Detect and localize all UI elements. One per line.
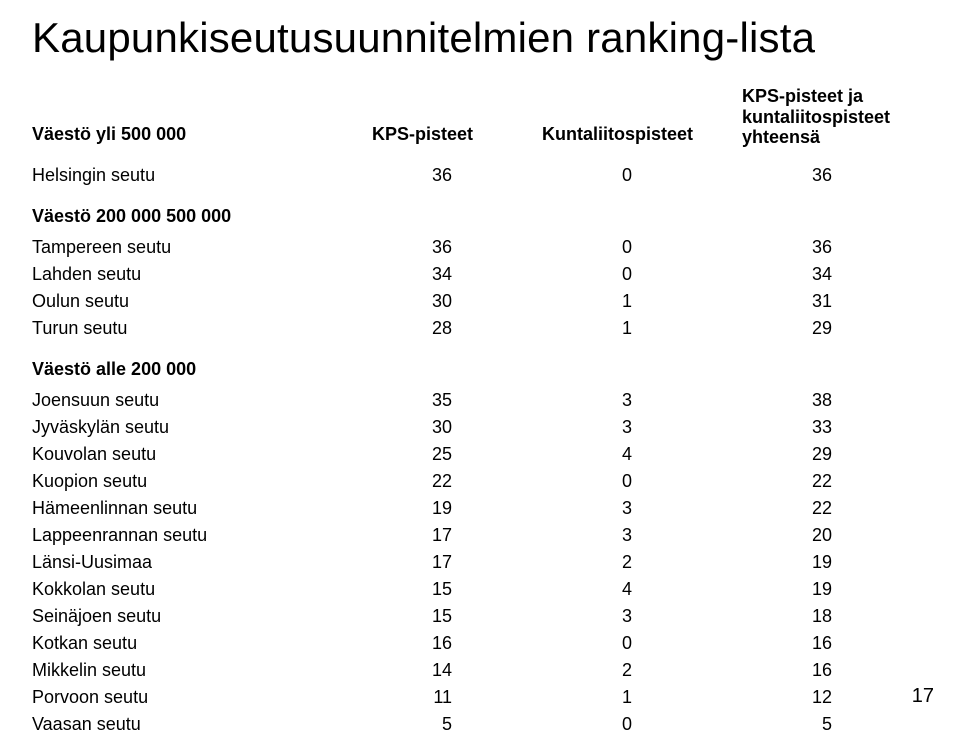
sum-value: 18: [742, 603, 912, 630]
sum-value: 12: [742, 684, 912, 711]
kunta-value: 3: [542, 495, 742, 522]
kunta-value: 2: [542, 657, 742, 684]
section-heading: Väestö 200 000 500 000: [32, 189, 912, 234]
region-name: Jyväskylän seutu: [32, 414, 372, 441]
region-name: Lahden seutu: [32, 261, 372, 288]
kps-value: 22: [372, 468, 542, 495]
col-header-kps: KPS-pisteet: [372, 121, 542, 156]
sum-value: 22: [742, 468, 912, 495]
sum-value: 36: [742, 234, 912, 261]
region-name: Länsi-Uusimaa: [32, 549, 372, 576]
kps-value: 11: [372, 684, 542, 711]
kps-value: 15: [372, 576, 542, 603]
col-header-sum-line1: KPS-pisteet ja: [742, 86, 863, 106]
sum-value: 36: [742, 162, 912, 189]
kps-value: 35: [372, 387, 542, 414]
kps-value: 15: [372, 603, 542, 630]
sum-value: 38: [742, 387, 912, 414]
kps-value: 30: [372, 414, 542, 441]
kunta-value: 3: [542, 603, 742, 630]
region-name: Kotkan seutu: [32, 630, 372, 657]
sum-value: 16: [742, 657, 912, 684]
col-header-population: Väestö yli 500 000: [32, 121, 372, 156]
sum-value: 22: [742, 495, 912, 522]
col-header-sum: KPS-pisteet ja kuntaliitospisteet yhteen…: [742, 86, 912, 156]
kunta-value: 0: [542, 468, 742, 495]
region-name: Hämeenlinnan seutu: [32, 495, 372, 522]
kunta-value: 0: [542, 162, 742, 189]
sum-value: 29: [742, 315, 912, 342]
sum-value: 20: [742, 522, 912, 549]
region-name: Kuopion seutu: [32, 468, 372, 495]
page: Kaupunkiseutusuunnitelmien ranking-lista…: [0, 0, 960, 722]
kunta-value: 3: [542, 387, 742, 414]
kunta-value: 0: [542, 711, 742, 738]
kps-value: 5: [372, 711, 542, 738]
col-header-sum-line2: kuntaliitospisteet: [742, 107, 890, 127]
kunta-value: 1: [542, 288, 742, 315]
kunta-value: 2: [542, 549, 742, 576]
region-name: Oulun seutu: [32, 288, 372, 315]
region-name: Turun seutu: [32, 315, 372, 342]
region-name: Joensuun seutu: [32, 387, 372, 414]
kps-value: 36: [372, 234, 542, 261]
kps-value: 17: [372, 522, 542, 549]
sum-value: 16: [742, 630, 912, 657]
page-number: 17: [912, 685, 934, 708]
kunta-value: 1: [542, 315, 742, 342]
region-name: Kokkolan seutu: [32, 576, 372, 603]
kps-value: 28: [372, 315, 542, 342]
kps-value: 17: [372, 549, 542, 576]
region-name: Porvoon seutu: [32, 684, 372, 711]
region-name: Tampereen seutu: [32, 234, 372, 261]
sum-value: 29: [742, 441, 912, 468]
region-name: Vaasan seutu: [32, 711, 372, 738]
kps-value: 14: [372, 657, 542, 684]
kps-value: 30: [372, 288, 542, 315]
page-title: Kaupunkiseutusuunnitelmien ranking-lista: [32, 14, 912, 62]
kps-value: 19: [372, 495, 542, 522]
region-name: Mikkelin seutu: [32, 657, 372, 684]
kunta-value: 3: [542, 414, 742, 441]
ranking-table: Väestö yli 500 000 KPS-pisteet Kuntaliit…: [32, 86, 912, 738]
kps-value: 16: [372, 630, 542, 657]
section-heading: Väestö alle 200 000: [32, 342, 912, 387]
kps-value: 25: [372, 441, 542, 468]
region-name: Helsingin seutu: [32, 162, 372, 189]
kps-value: 34: [372, 261, 542, 288]
col-header-sum-line3: yhteensä: [742, 127, 820, 147]
sum-value: 34: [742, 261, 912, 288]
sum-value: 31: [742, 288, 912, 315]
sum-value: 19: [742, 576, 912, 603]
kunta-value: 4: [542, 576, 742, 603]
kunta-value: 0: [542, 234, 742, 261]
col-header-kunta: Kuntaliitospisteet: [542, 121, 742, 156]
region-name: Seinäjoen seutu: [32, 603, 372, 630]
sum-value: 19: [742, 549, 912, 576]
kunta-value: 3: [542, 522, 742, 549]
kunta-value: 1: [542, 684, 742, 711]
sum-value: 33: [742, 414, 912, 441]
kps-value: 36: [372, 162, 542, 189]
kunta-value: 0: [542, 630, 742, 657]
region-name: Kouvolan seutu: [32, 441, 372, 468]
kunta-value: 0: [542, 261, 742, 288]
region-name: Lappeenrannan seutu: [32, 522, 372, 549]
sum-value: 5: [742, 711, 912, 738]
kunta-value: 4: [542, 441, 742, 468]
